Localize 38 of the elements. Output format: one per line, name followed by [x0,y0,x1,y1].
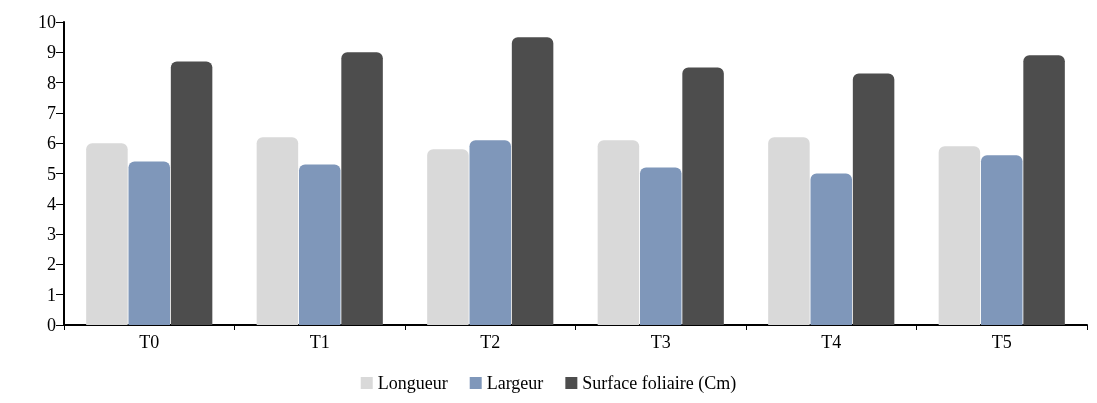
bar [682,67,724,325]
x-tick-label: T4 [821,332,842,352]
y-tick-label: 6 [47,133,56,154]
bar [640,167,682,325]
bar [511,37,554,325]
bar [852,73,895,325]
y-tick-label: 10 [38,12,56,32]
y-tick-label: 2 [47,254,56,275]
bar [469,140,511,325]
y-tick-label: 0 [47,315,56,335]
legend-label: Longueur [377,373,448,393]
y-tick-label: 9 [47,42,56,63]
x-tick-label: T5 [991,332,1012,352]
x-tick-label: T2 [480,332,501,352]
y-tick-label: 7 [47,102,56,123]
y-tick-label: 3 [47,224,56,245]
bar [981,155,1023,325]
bar [810,173,852,325]
bar [427,149,469,325]
bar [170,61,213,325]
bar [86,143,128,325]
x-tick-label: T1 [309,332,330,352]
y-tick-label: 1 [47,284,56,305]
legend-label: Surface foliaire (Cm) [582,373,737,394]
bar [597,140,640,325]
bar [256,137,299,325]
y-tick-label: 8 [47,72,56,93]
bar [128,161,170,325]
y-tick-label: 5 [47,163,56,184]
bar [938,146,981,325]
bar [1023,55,1065,325]
x-tick-label: T3 [650,332,671,352]
legend-label: Largeur [486,373,544,393]
bar [768,137,810,325]
y-tick-label: 4 [47,193,56,214]
x-tick-label: T0 [139,332,160,352]
bar [299,164,341,325]
bar [341,52,383,325]
